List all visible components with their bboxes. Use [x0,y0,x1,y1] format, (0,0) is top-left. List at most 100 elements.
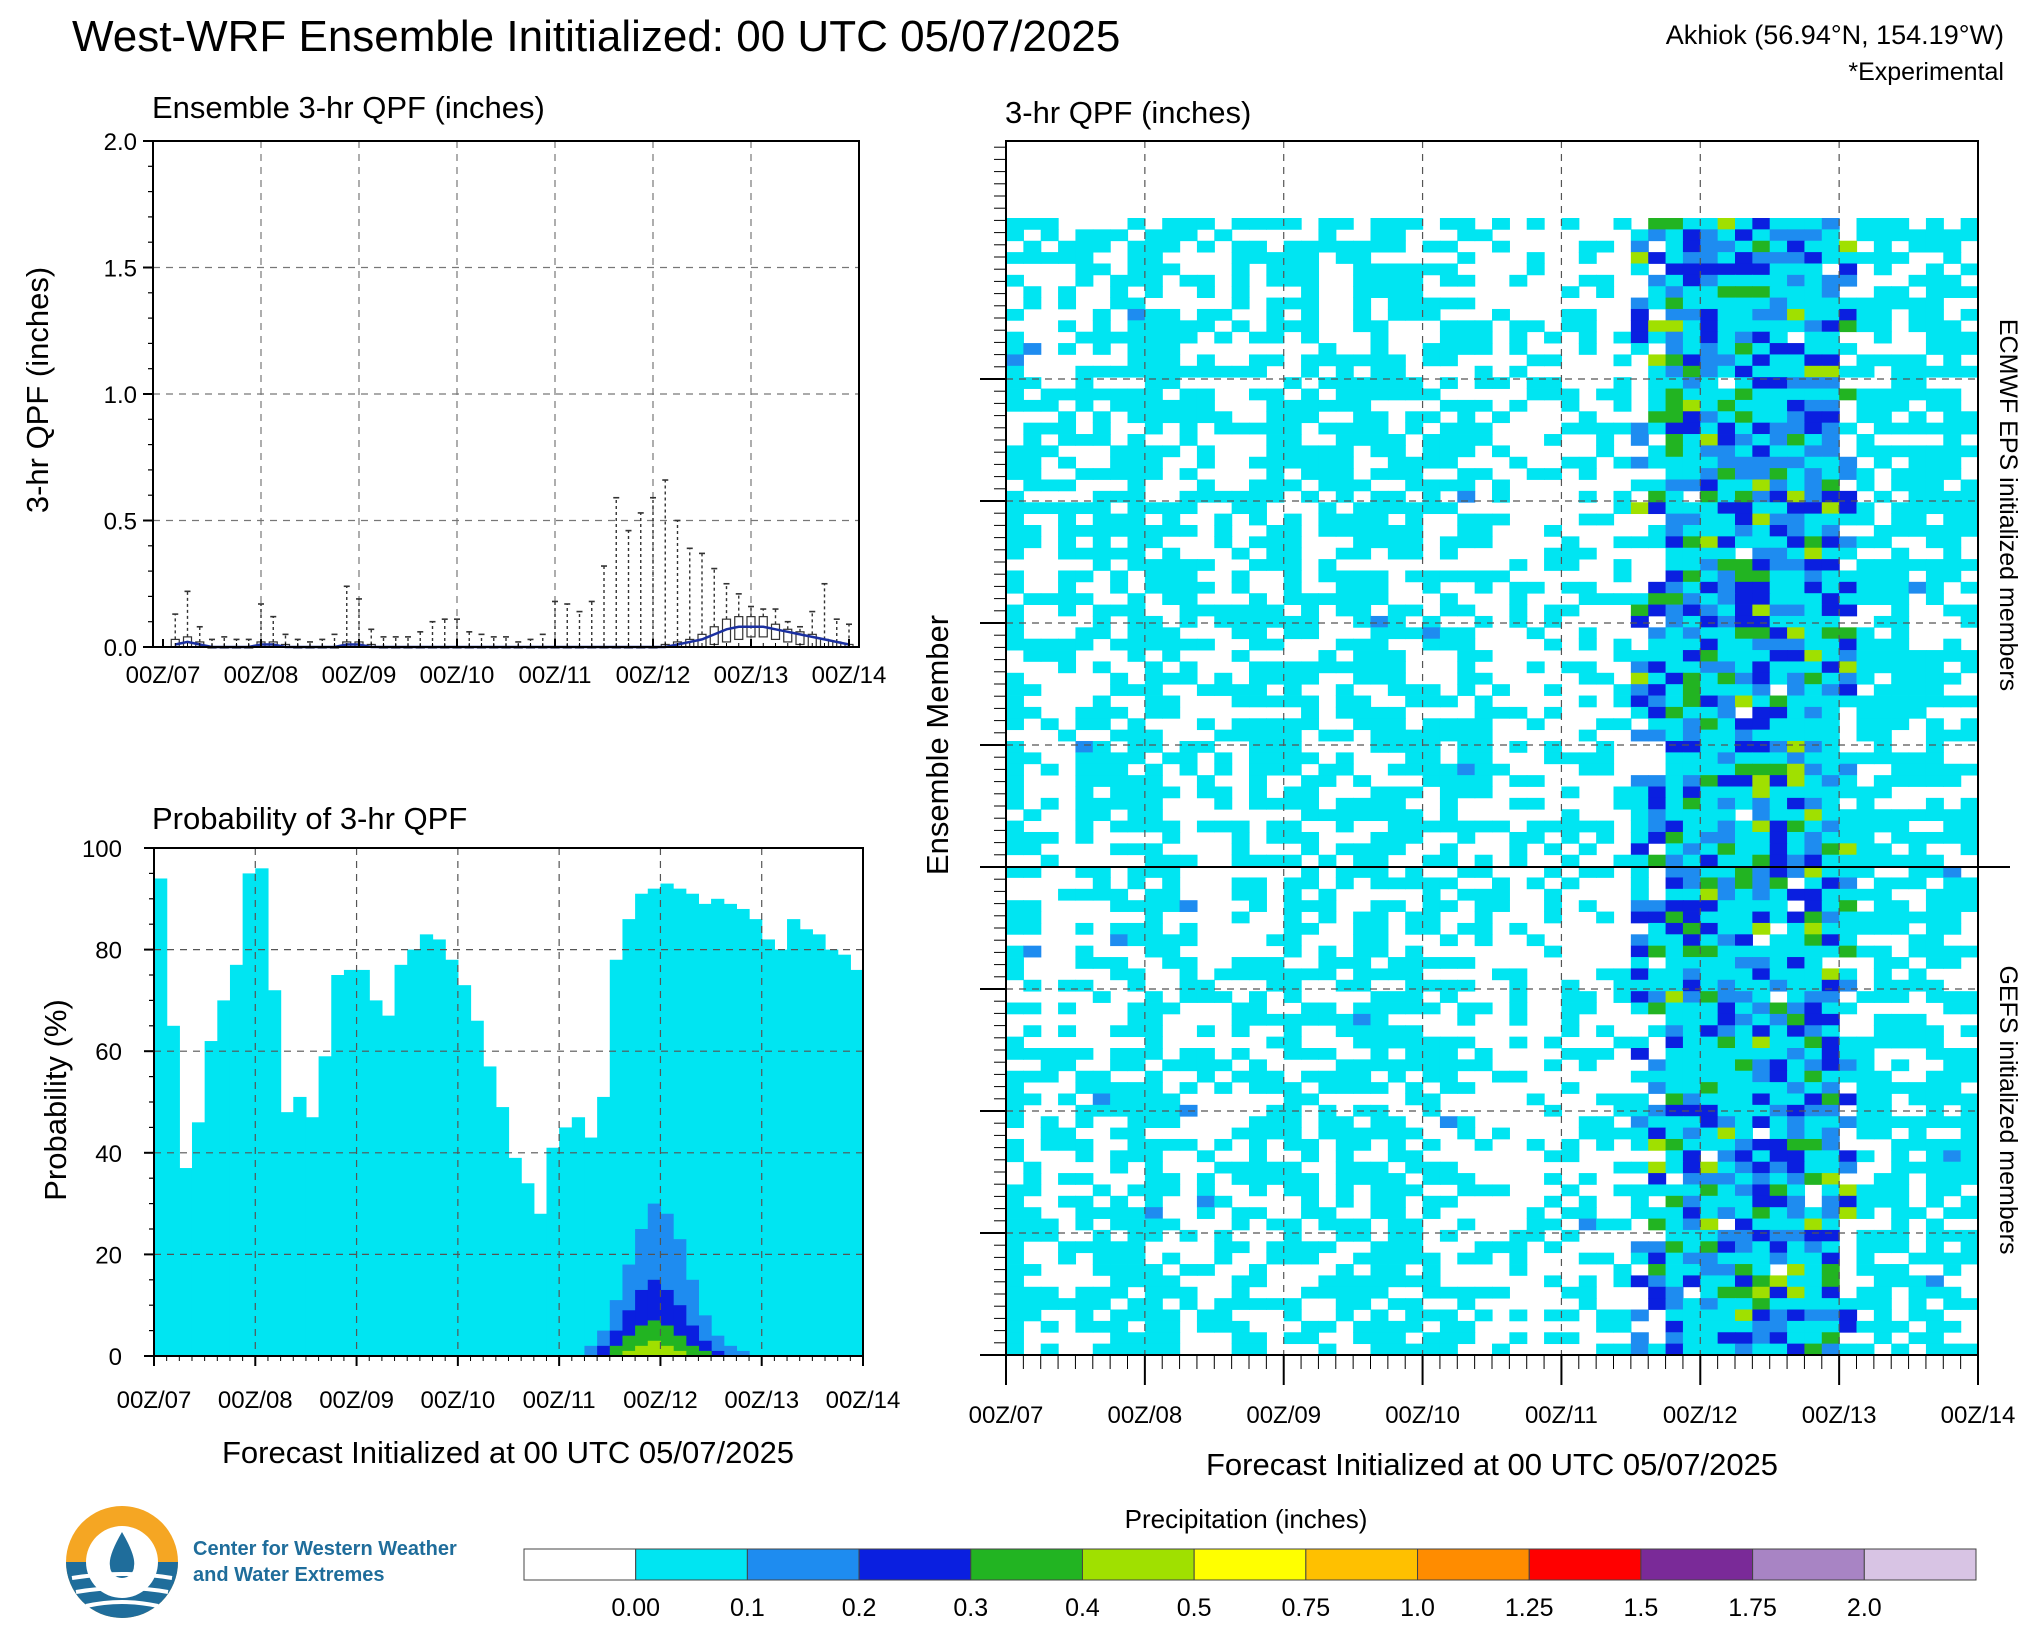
heatmap-cell [1335,684,1354,696]
heatmap-cell [1058,252,1077,264]
heatmap-cell [1301,1184,1320,1197]
heatmap-cell [1943,638,1962,651]
heatmap-cell [1665,1025,1684,1038]
heatmap-cell [1630,1207,1649,1219]
heatmap-cell [1960,218,1979,230]
heatmap-cell [1925,308,1944,321]
heatmap-cell [1873,877,1892,890]
heatmap-cell [1353,661,1372,674]
heatmap-cell [1335,365,1354,378]
heatmap-cell [1353,593,1372,605]
heatmap-cell [1509,1070,1528,1083]
heatmap-cell [1075,570,1094,583]
heatmap-cell [1023,706,1042,719]
heatmap-cell [1023,422,1042,435]
heatmap-cell [1804,229,1823,242]
heatmap-cell [1665,661,1684,674]
heatmap-cell [1144,695,1163,708]
heatmap-cell [1422,581,1441,594]
heatmap-cell [1301,1320,1320,1333]
heatmap-cell [1665,354,1684,367]
probability-bar [166,1025,180,1356]
heatmap-cell [1335,1184,1354,1197]
heatmap-cell [1318,229,1337,242]
heatmap-cell [1422,1264,1441,1276]
heatmap-cell [1092,1298,1111,1310]
heatmap-cell [1769,843,1788,856]
heatmap-cell [1700,1127,1719,1140]
heatmap-cell [1943,286,1962,298]
heatmap-cell [1665,252,1684,264]
heatmap-cell [1335,661,1354,674]
heatmap-cell [1526,797,1545,810]
heatmap-cell [1804,672,1823,685]
heatmap-cell [1318,900,1337,912]
heatmap-cell [1960,1025,1979,1038]
heatmap-cell [1630,900,1649,912]
heatmap-cell [1439,445,1458,458]
heatmap-cell [1387,1036,1406,1049]
heatmap-cell [1318,524,1337,537]
heatmap-cell [1717,809,1736,822]
heatmap-cell [1700,297,1719,310]
heatmap-cell [1058,1195,1077,1208]
heatmap-cell [1405,456,1424,469]
heatmap-cell [1769,1173,1788,1185]
heatmap-cell [1648,1184,1667,1197]
heatmap-cell [1301,695,1320,708]
heatmap-cell [1301,1070,1320,1083]
heatmap-cell [1283,797,1302,810]
heatmap-cell [1110,820,1129,833]
heatmap-cell [1422,979,1441,992]
heatmap-cell [1839,911,1858,924]
heatmap-cell [1839,581,1858,594]
heatmap-cell [1457,820,1476,833]
heatmap-cell [1353,252,1372,264]
heatmap-cell [1665,957,1684,969]
heatmap-cell [1370,1161,1389,1174]
heatmap-cell [1630,1036,1649,1049]
probability-bar [723,1345,737,1356]
heatmap-cell [1856,831,1875,844]
heatmap-cell [1023,945,1042,958]
heatmap-cell [1283,729,1302,742]
heatmap-cell [1943,1093,1962,1106]
heatmap-cell [1821,331,1840,344]
heatmap-cell [1648,786,1667,799]
heatmap-cell [1682,741,1701,753]
heatmap-cell [1960,1298,1979,1310]
heatmap-cell [1249,1207,1267,1219]
heatmap-cell [1266,1241,1285,1254]
heatmap-cell [1630,934,1649,947]
heatmap-cell [1370,434,1389,446]
heatmap-cell [1960,365,1979,378]
heatmap-cell [1752,422,1771,435]
heatmap-cell [1040,1138,1059,1151]
heatmap-cell [1943,1002,1962,1015]
heatmap-cell [1335,1264,1354,1276]
heatmap-cell [1422,240,1441,253]
heatmap-cell [1596,820,1615,833]
heatmap-cell [1682,1138,1701,1151]
heatmap-cell [1387,524,1406,537]
heatmap-cell [1179,524,1198,537]
heatmap-cell [1561,286,1580,298]
heatmap-cell [1162,570,1181,583]
heatmap-cell [1353,479,1372,492]
heatmap-cell [1839,343,1858,355]
heatmap-cell [1214,786,1233,799]
box-chart-ylabel: 3-hr QPF (inches) [20,267,55,513]
heatmap-cell [1752,263,1771,276]
heatmap-cell [1873,1298,1892,1310]
heatmap-cell [1335,434,1354,446]
heatmap-cell [1040,479,1059,492]
heatmap-cell [1353,979,1372,992]
heatmap-cell [1144,581,1163,594]
heatmap-cell [1665,365,1684,378]
heatmap-cell [1769,1116,1788,1128]
heatmap-cell [1613,991,1632,1003]
heatmap-cell [1630,229,1649,242]
heatmap-cell [1856,1252,1875,1265]
heatmap-cell [1908,650,1927,662]
heatmap-cell [1006,1218,1024,1231]
